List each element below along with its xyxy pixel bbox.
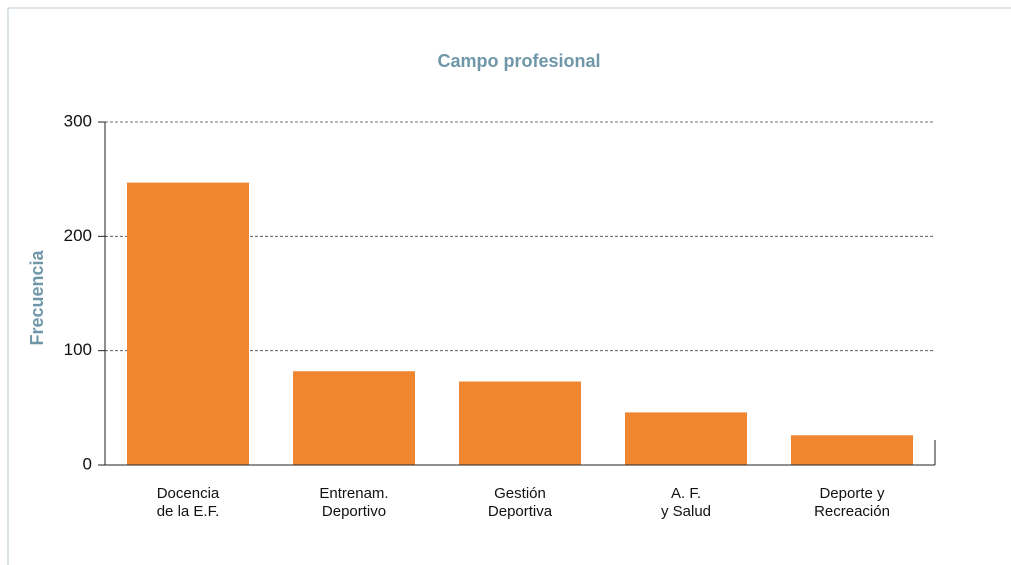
y-axis-label: Frecuencia [27, 249, 47, 345]
x-tick-label: Deporte y Recreación [814, 485, 890, 520]
bar [127, 182, 249, 465]
y-tick-label: 200 [64, 226, 92, 245]
bar [459, 381, 581, 465]
x-tick-label: Gestión Deportiva [487, 485, 553, 520]
y-tick-label: 100 [64, 340, 92, 359]
x-tick-label: Docencia de la E.F. [156, 485, 220, 520]
chart-title: Campo profesional [437, 51, 600, 71]
x-tick-label: Entrenam. Deportivo [319, 485, 389, 520]
bar [293, 371, 415, 465]
bar [791, 435, 913, 465]
y-tick-label: 300 [64, 111, 92, 130]
bar [625, 412, 747, 465]
x-tick-label: A. F. y Salud [660, 485, 712, 520]
y-tick-label: 0 [83, 454, 92, 473]
